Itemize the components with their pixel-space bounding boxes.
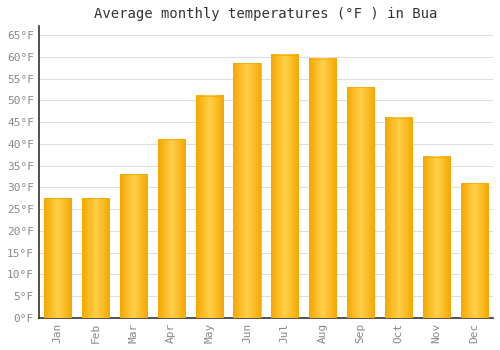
Bar [385,118,412,318]
Bar [271,55,298,318]
Bar [158,139,185,318]
Bar [460,183,488,318]
Bar [196,96,223,318]
Title: Average monthly temperatures (°F ) in Bua: Average monthly temperatures (°F ) in Bu… [94,7,438,21]
Bar [309,59,336,318]
Bar [347,87,374,318]
Bar [422,157,450,318]
Bar [120,174,147,318]
Bar [234,63,260,318]
Bar [82,198,109,318]
Bar [44,198,72,318]
